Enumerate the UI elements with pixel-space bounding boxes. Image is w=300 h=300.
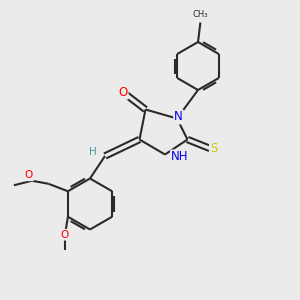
Text: S: S bbox=[210, 142, 217, 155]
Text: NH: NH bbox=[171, 150, 188, 164]
Text: N: N bbox=[174, 110, 183, 124]
Text: O: O bbox=[25, 170, 33, 180]
Text: O: O bbox=[118, 85, 127, 99]
Text: O: O bbox=[61, 230, 69, 240]
Text: CH₃: CH₃ bbox=[193, 10, 208, 19]
Text: H: H bbox=[89, 147, 97, 158]
